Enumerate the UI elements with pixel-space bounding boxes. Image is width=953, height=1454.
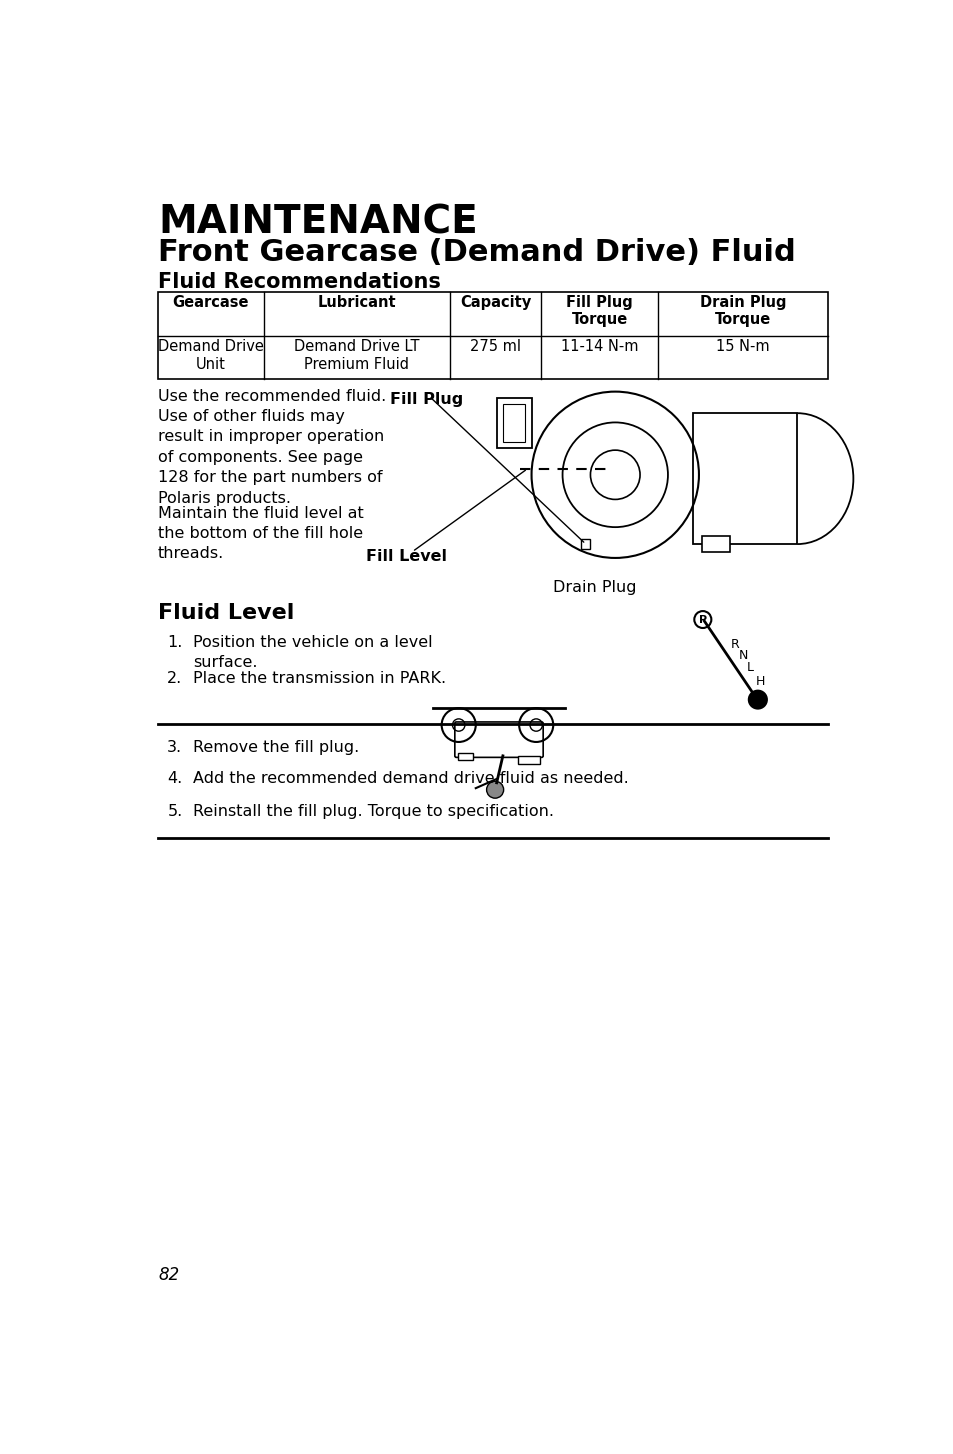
Text: 11-14 N-m: 11-14 N-m xyxy=(560,339,638,355)
Text: 15 N-m: 15 N-m xyxy=(716,339,769,355)
Text: R: R xyxy=(730,638,739,651)
Text: N: N xyxy=(738,650,747,662)
Circle shape xyxy=(747,689,767,710)
Text: L: L xyxy=(745,660,753,673)
Text: Fill Plug: Fill Plug xyxy=(390,393,463,407)
Text: MAINTENANCE: MAINTENANCE xyxy=(158,204,477,241)
Text: Demand Drive LT
Premium Fluid: Demand Drive LT Premium Fluid xyxy=(294,339,419,372)
Text: Place the transmission in PARK.: Place the transmission in PARK. xyxy=(193,672,446,686)
Text: Remove the fill plug.: Remove the fill plug. xyxy=(193,740,358,755)
Text: Fill Plug
Torque: Fill Plug Torque xyxy=(566,295,633,327)
Bar xyxy=(457,753,473,760)
Text: Gearcase: Gearcase xyxy=(172,295,249,310)
Text: Lubricant: Lubricant xyxy=(317,295,395,310)
Bar xyxy=(497,398,531,448)
Bar xyxy=(692,413,797,544)
Text: Maintain the fluid level at
the bottom of the fill hole
threads.: Maintain the fluid level at the bottom o… xyxy=(158,506,363,561)
Text: Capacity: Capacity xyxy=(459,295,531,310)
Text: Add the recommended demand drive fluid as needed.: Add the recommended demand drive fluid a… xyxy=(193,771,628,787)
Text: 275 ml: 275 ml xyxy=(470,339,520,355)
Bar xyxy=(580,539,590,548)
Text: Use the recommended fluid.
Use of other fluids may
result in improper operation
: Use the recommended fluid. Use of other … xyxy=(158,388,386,506)
Text: Fluid Recommendations: Fluid Recommendations xyxy=(158,272,440,291)
Text: 82: 82 xyxy=(158,1266,179,1284)
Bar xyxy=(158,291,827,378)
Text: Fluid Level: Fluid Level xyxy=(158,602,294,622)
FancyBboxPatch shape xyxy=(455,723,542,758)
Text: Front Gearcase (Demand Drive) Fluid: Front Gearcase (Demand Drive) Fluid xyxy=(158,237,795,266)
Text: Demand Drive
Unit: Demand Drive Unit xyxy=(158,339,264,372)
Circle shape xyxy=(486,781,503,798)
Text: 4.: 4. xyxy=(167,771,182,787)
Text: H: H xyxy=(755,675,764,688)
Bar xyxy=(502,404,525,442)
Text: Position the vehicle on a level
surface.: Position the vehicle on a level surface. xyxy=(193,635,432,670)
Text: P: P xyxy=(698,615,706,625)
Text: 1.: 1. xyxy=(167,635,182,650)
Text: 5.: 5. xyxy=(167,804,182,820)
Text: 3.: 3. xyxy=(167,740,182,755)
Text: 2.: 2. xyxy=(167,672,182,686)
Text: Drain Plug
Torque: Drain Plug Torque xyxy=(700,295,785,327)
Text: Fill Level: Fill Level xyxy=(365,550,446,564)
Text: Reinstall the fill plug. Torque to specification.: Reinstall the fill plug. Torque to speci… xyxy=(193,804,554,820)
Bar xyxy=(701,537,729,551)
Bar xyxy=(517,756,539,763)
Text: Drain Plug: Drain Plug xyxy=(553,580,636,595)
